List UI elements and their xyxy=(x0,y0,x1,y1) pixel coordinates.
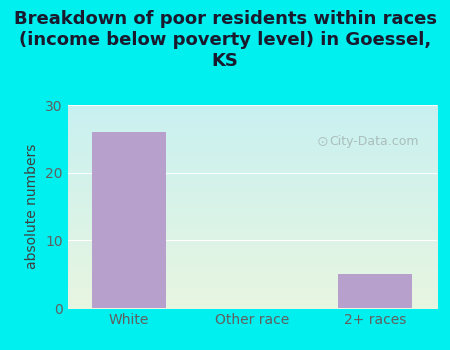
Text: City-Data.com: City-Data.com xyxy=(329,135,419,148)
Bar xyxy=(338,274,412,308)
Text: ⊙: ⊙ xyxy=(317,134,328,148)
Y-axis label: absolute numbers: absolute numbers xyxy=(26,144,40,269)
Text: Breakdown of poor residents within races
(income below poverty level) in Goessel: Breakdown of poor residents within races… xyxy=(14,10,436,70)
Bar xyxy=(92,132,166,308)
